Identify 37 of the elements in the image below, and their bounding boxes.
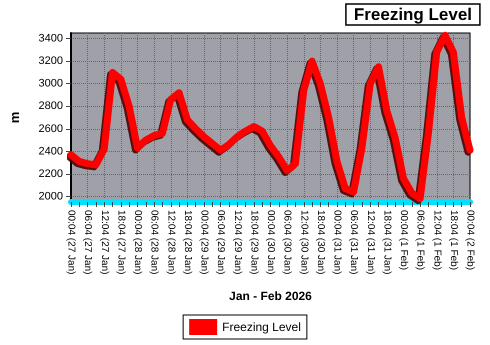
y-tick-label: 3200 <box>38 55 63 68</box>
x-tick-label: 06:04 (28 Jan) <box>148 210 160 274</box>
x-tick-label: 12:04 (1 Feb) <box>431 210 442 270</box>
legend-label: Freezing Level <box>222 320 301 334</box>
y-tick-label: 3000 <box>38 78 63 90</box>
y-tick-label: 2800 <box>38 100 63 112</box>
x-tick-label: 06:04 (27 Jan) <box>82 210 94 274</box>
y-tick-label: 2200 <box>38 168 63 180</box>
x-tick-label: 00:04 (29 Jan) <box>198 210 210 274</box>
x-axis-title: Jan - Feb 2026 <box>229 289 312 303</box>
y-tick-label: 2400 <box>38 145 63 158</box>
y-tick-label: 2600 <box>38 122 63 135</box>
x-tick-label: 00:04 (30 Jan) <box>265 210 276 274</box>
y-tick-label: 3400 <box>38 32 63 45</box>
x-tick-label: 06:04 (29 Jan) <box>215 210 226 274</box>
x-tick-label: 12:04 (30 Jan) <box>298 210 310 274</box>
x-tick-label: 06:04 (30 Jan) <box>282 210 293 274</box>
x-tick-label: 18:04 (30 Jan) <box>314 210 326 274</box>
x-tick-label: 00:04 (27 Jan) <box>66 210 76 274</box>
x-tick-label: 12:04 (29 Jan) <box>232 210 243 274</box>
x-tick-label: 18:04 (1 Feb) <box>448 210 459 270</box>
x-tick-label: 12:04 (27 Jan) <box>98 210 110 274</box>
x-tick-label: 12:04 (31 Jan) <box>364 210 376 274</box>
x-tick-label: 18:04 (29 Jan) <box>248 210 260 274</box>
chart-title: Freezing Level <box>354 5 472 24</box>
x-tick-label: 12:04 (28 Jan) <box>165 210 176 274</box>
x-tick-label: 00:04 (1 Feb) <box>398 210 409 270</box>
y-tick-label: 2000 <box>38 190 63 202</box>
x-tick-label: 18:04 (31 Jan) <box>381 210 392 274</box>
x-tick-label: 00:04 (31 Jan) <box>332 210 342 274</box>
x-tick-label: 06:04 (1 Feb) <box>414 210 426 270</box>
x-tick-label: 00:04 (28 Jan) <box>132 210 143 274</box>
x-tick-label: 18:04 (27 Jan) <box>115 210 126 274</box>
x-tick-label: 18:04 (28 Jan) <box>182 210 193 274</box>
x-tick-label: 06:04 (31 Jan) <box>348 210 360 274</box>
x-tick-label: 00:04 (2 Feb) <box>464 210 476 270</box>
y-axis-title: m <box>7 112 22 124</box>
